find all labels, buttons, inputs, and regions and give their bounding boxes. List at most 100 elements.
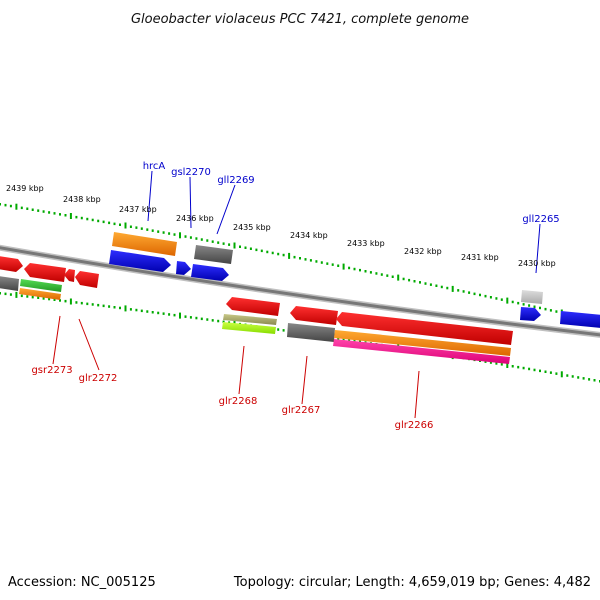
gene-labels: hrcA gsl2270 gll2269 gll2265 gsr2273 glr… [31,161,559,431]
minor-tick [102,220,105,224]
minor-tick [299,257,301,260]
leader-line [301,355,308,405]
gene-feature [226,297,280,316]
major-tick [69,298,72,305]
minor-tick [337,337,340,340]
minor-tick [211,319,214,322]
minor-tick [315,260,318,263]
minor-tick [337,264,340,267]
minor-tick [162,312,165,315]
minor-tick [517,365,520,369]
gene-feature [222,322,276,334]
minor-tick [419,281,421,284]
major-tick [15,203,18,210]
major-tick [560,371,563,378]
minor-tick [271,251,274,255]
leader-line [52,315,61,365]
minor-tick [168,232,171,235]
tick-label: 2434 kbp [290,231,328,240]
minor-tick [119,223,121,226]
minor-tick [129,308,132,311]
minor-tick [75,301,78,304]
gene-feature [223,314,277,325]
gene-feature [560,311,600,328]
minor-tick [189,316,192,319]
minor-tick [146,310,149,313]
gene-feature [290,306,338,325]
minor-tick [184,315,187,318]
minor-tick [380,273,383,276]
minor-tick [26,295,29,298]
minor-tick [577,376,580,379]
minor-tick [9,204,12,208]
minor-tick [228,243,231,246]
major-tick [233,242,236,249]
minor-tick [222,320,225,324]
minor-tick [457,289,460,292]
minor-tick [429,283,432,286]
minor-tick [277,252,280,256]
major-tick [288,252,291,259]
minor-tick [168,313,171,316]
minor-tick [489,361,492,364]
topology-text: Topology: circular; Length: 4,659,019 bp… [233,575,591,590]
minor-tick [413,280,416,283]
tick-label: 2435 kbp [233,223,271,232]
minor-tick [184,235,187,238]
accession-text: Accession: NC_005125 [8,575,156,590]
major-tick [69,213,72,219]
gene-label-gsr2273: gsr2273 [31,365,72,376]
minor-tick [500,363,503,366]
minor-tick [359,268,361,272]
tick-label: 2431 kbp [461,253,499,262]
minor-tick [64,299,67,303]
gene-feature [75,271,99,288]
minor-tick [97,303,100,307]
minor-tick [309,259,312,262]
minor-tick [489,296,492,299]
major-tick [451,285,454,292]
major-tick [15,291,18,298]
minor-tick [282,253,285,257]
gene-feature [176,261,191,275]
minor-tick [97,219,100,223]
minor-tick [157,230,160,233]
tick-label: 2430 kbp [518,259,556,268]
minor-tick [53,298,56,301]
minor-tick [20,206,23,210]
gene-feature [287,323,335,342]
minor-tick [500,298,503,301]
gene-feature [109,250,171,272]
minor-tick [326,262,329,265]
minor-tick [549,309,552,312]
minor-tick [129,225,132,228]
minor-tick [484,294,487,298]
minor-tick [462,290,465,293]
minor-tick [91,218,94,222]
minor-tick [348,338,351,342]
map-title: Gloeobacter violaceus PCC 7421, complete… [131,12,469,27]
genome-backbone-line [0,246,600,337]
minor-tick [386,274,389,277]
leader-line [189,176,192,229]
minor-tick [408,278,411,282]
minor-tick [9,293,12,296]
tick-label: 2432 kbp [404,247,442,256]
minor-tick [282,329,285,332]
minor-tick [211,240,214,243]
minor-tick [244,246,247,249]
gene-feature [19,288,61,300]
minor-tick [440,285,443,289]
gene-feature [520,307,541,321]
minor-tick [20,294,23,298]
minor-tick [293,255,296,259]
minor-tick [200,317,203,321]
minor-tick [468,291,471,294]
minor-tick [473,292,476,296]
minor-tick [593,379,596,382]
gene-feature [336,312,513,345]
minor-tick [59,299,61,302]
minor-tick [348,266,351,270]
minor-tick [217,241,220,244]
gene-feature [20,279,62,292]
